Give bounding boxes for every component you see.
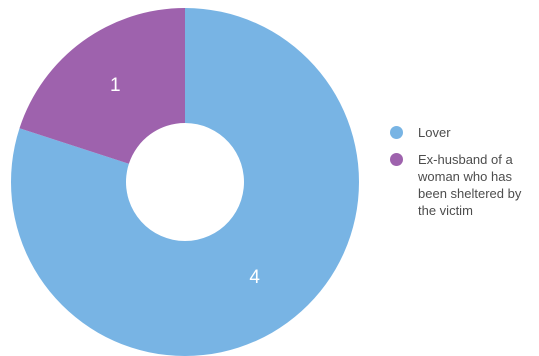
data-label-ex-husband: 1 xyxy=(110,75,121,96)
legend-label-lover: Lover xyxy=(418,125,451,140)
legend-item-lover[interactable]: Lover xyxy=(390,124,539,141)
slices-group xyxy=(11,8,359,356)
legend-swatch-lover xyxy=(390,126,403,139)
data-label-lover: 4 xyxy=(249,267,260,288)
legend: Lover Ex-husband of a woman who has been… xyxy=(390,124,539,229)
legend-item-ex-husband[interactable]: Ex-husband of a woman who has been shelt… xyxy=(390,151,539,219)
slice-ex-husband[interactable] xyxy=(19,8,185,164)
legend-swatch-ex-husband xyxy=(390,153,403,166)
legend-label-ex-husband: Ex-husband of a woman who has been shelt… xyxy=(418,152,522,218)
slice-labels-group: 41 xyxy=(110,75,260,288)
slice-lover[interactable] xyxy=(11,8,359,356)
